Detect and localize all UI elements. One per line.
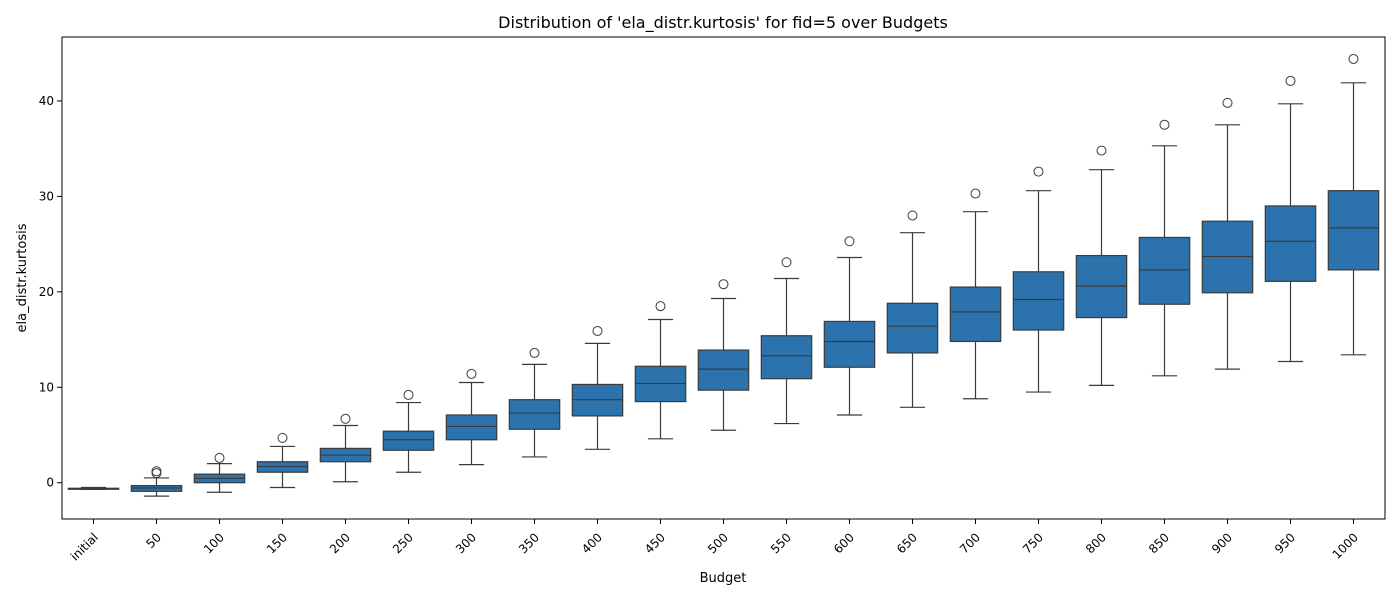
outlier-point <box>655 301 666 312</box>
x-tick-label: 850 <box>1146 530 1172 556</box>
iqr-box <box>697 349 750 391</box>
y-tick-label: 10 <box>39 380 54 394</box>
y-tick-label: 0 <box>46 476 54 490</box>
box-400 <box>571 325 624 450</box>
box-150 <box>256 432 309 489</box>
y-tick-label: 20 <box>39 285 54 299</box>
box-1000 <box>1327 53 1380 356</box>
x-tick-label: 800 <box>1083 530 1109 556</box>
outlier-point <box>1222 97 1233 108</box>
outlier-point <box>340 413 351 424</box>
box-650 <box>886 210 939 408</box>
box-850 <box>1138 119 1191 377</box>
box-50 <box>130 466 183 497</box>
outlier-point <box>277 432 288 443</box>
y-tick-label: 40 <box>39 94 54 108</box>
outlier-point <box>781 257 792 268</box>
iqr-box <box>760 335 813 380</box>
outlier-point <box>1033 166 1044 177</box>
x-tick-label: 750 <box>1020 530 1046 556</box>
x-tick-label: 1000 <box>1330 530 1361 561</box>
iqr-box <box>445 414 498 441</box>
iqr-box <box>382 430 435 451</box>
box-200 <box>319 413 372 483</box>
x-tick-label: 600 <box>831 530 857 556</box>
outlier-point <box>1096 145 1107 156</box>
x-tick-label: 300 <box>453 530 479 556</box>
outlier-point <box>718 279 729 290</box>
outlier-point <box>151 468 162 479</box>
outlier-point <box>592 325 603 336</box>
box-300 <box>445 368 498 466</box>
box-initial <box>67 486 120 491</box>
box-700 <box>949 188 1002 400</box>
outlier-point <box>151 466 162 477</box>
x-tick-label: 100 <box>201 530 227 556</box>
x-tick-label: 650 <box>894 530 920 556</box>
x-tick-label: initial <box>68 530 101 563</box>
iqr-box <box>949 286 1002 343</box>
outlier-point <box>844 236 855 247</box>
x-axis-label: Budget <box>700 571 747 586</box>
plot-area <box>67 53 1380 497</box>
box-950 <box>1264 75 1317 363</box>
box-250 <box>382 389 435 473</box>
y-axis-label: ela_distr.kurtosis <box>15 223 30 332</box>
outlier-point <box>1159 119 1170 130</box>
outlier-point <box>214 452 225 463</box>
iqr-box <box>823 320 876 368</box>
x-tick-label: 400 <box>579 530 605 556</box>
y-axis: 0 10 20 30 40 <box>39 94 62 490</box>
x-axis: initial 50 100 150 200 250 300 350 400 450 500 550 6… <box>68 519 1361 564</box>
iqr-box <box>1012 271 1065 331</box>
box-350 <box>508 347 561 458</box>
outlier-point <box>1285 75 1296 86</box>
outlier-point <box>466 368 477 379</box>
iqr-box <box>1327 190 1380 271</box>
outlier-point <box>1348 53 1359 64</box>
box-550 <box>760 257 813 425</box>
x-tick-label: 250 <box>390 530 416 556</box>
box-100 <box>193 452 246 493</box>
box-800 <box>1075 145 1128 386</box>
outlier-point <box>907 210 918 221</box>
x-tick-label: 50 <box>143 530 164 551</box>
box-450 <box>634 301 687 440</box>
x-tick-label: 150 <box>264 530 290 556</box>
x-tick-label: 450 <box>642 530 668 556</box>
box-900 <box>1201 97 1254 370</box>
outlier-point <box>403 389 414 400</box>
outlier-point <box>970 188 981 199</box>
box-750 <box>1012 166 1065 393</box>
iqr-box <box>1138 236 1191 305</box>
outlier-point <box>529 347 540 358</box>
x-tick-label: 700 <box>957 530 983 556</box>
x-tick-label: 200 <box>327 530 353 556</box>
x-tick-label: 550 <box>768 530 794 556</box>
iqr-box <box>508 399 561 430</box>
iqr-box <box>886 302 939 354</box>
chart-title: Distribution of 'ela_distr.kurtosis' for… <box>498 13 948 33</box>
box-600 <box>823 236 876 416</box>
x-tick-label: 950 <box>1272 530 1298 556</box>
x-tick-label: 350 <box>516 530 542 556</box>
x-tick-label: 900 <box>1209 530 1235 556</box>
box-500 <box>697 279 750 431</box>
x-tick-label: 500 <box>705 530 731 556</box>
y-tick-label: 30 <box>39 189 54 203</box>
iqr-box <box>1264 205 1317 282</box>
